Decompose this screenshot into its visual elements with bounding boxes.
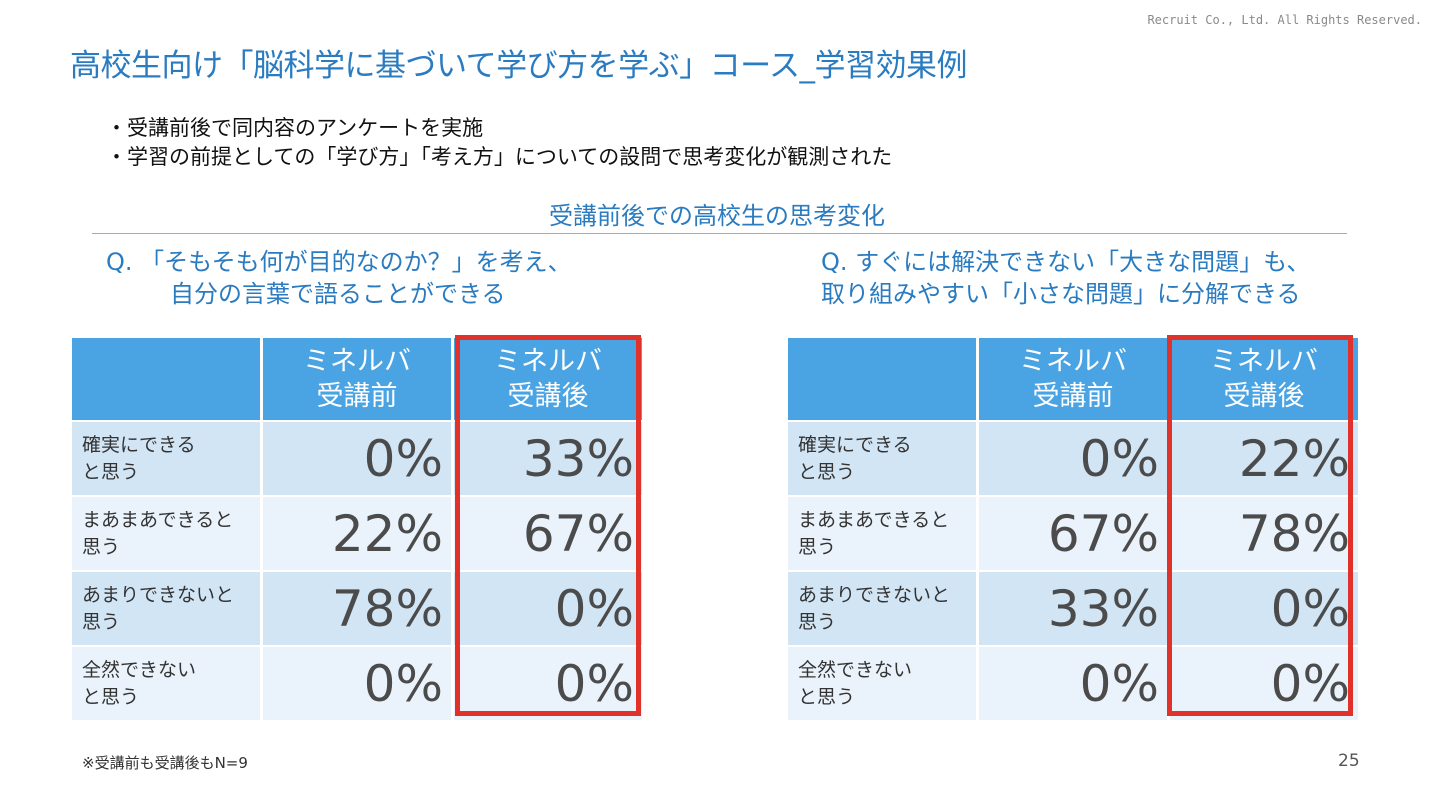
row-label: 確実にできる と思う — [72, 422, 260, 495]
page-number: 25 — [1338, 751, 1360, 771]
header-blank — [788, 338, 976, 420]
header-before-line2: 受講前 — [1032, 381, 1114, 412]
bullet-item: ・学習の前提としての「学び方」「考え方」についての設問で思考変化が観測された — [106, 145, 893, 169]
row-label-line2: と思う — [798, 460, 856, 483]
value-after: 0% — [1170, 647, 1358, 720]
header-before: ミネルバ 受講前 — [263, 338, 451, 420]
section-divider — [92, 233, 1347, 234]
header-before-line2: 受講前 — [316, 381, 398, 412]
row-label-line2: と思う — [82, 685, 140, 708]
results-table-left: ミネルバ 受講前 ミネルバ 受講後 確実にできる と思う 0% 33% まあまあ… — [72, 335, 642, 720]
value-before: 67% — [979, 497, 1167, 570]
row-label: 全然できない と思う — [72, 647, 260, 720]
header-after-line1: ミネルバ — [1210, 346, 1318, 377]
results-table-right: ミネルバ 受講前 ミネルバ 受講後 確実にできる と思う 0% 22% まあまあ… — [788, 335, 1358, 720]
value-before: 0% — [979, 647, 1167, 720]
row-label-line1: 全然できない — [82, 658, 197, 681]
header-before-line1: ミネルバ — [1019, 346, 1127, 377]
header-after-line2: 受講後 — [507, 381, 589, 412]
row-label-line1: 確実にできる — [798, 433, 912, 456]
value-after: 0% — [454, 572, 642, 645]
row-label-line2: 思う — [798, 610, 837, 633]
value-after: 22% — [1170, 422, 1358, 495]
bullet-list: ・受講前後で同内容のアンケートを実施 ・学習の前提としての「学び方」「考え方」に… — [106, 114, 892, 172]
question-left-line2: 自分の言葉で語ることができる — [170, 280, 506, 308]
value-before: 78% — [263, 572, 451, 645]
row-label: 全然できない と思う — [788, 647, 976, 720]
row-label-line1: まあまあできると — [82, 508, 234, 531]
row-label-line2: と思う — [798, 685, 856, 708]
value-after: 0% — [1170, 572, 1358, 645]
value-after: 67% — [454, 497, 642, 570]
row-label: 確実にできる と思う — [788, 422, 976, 495]
value-before: 33% — [979, 572, 1167, 645]
slide-title: 高校生向け「脳科学に基づいて学び方を学ぶ」コース_学習効果例 — [70, 48, 968, 84]
value-before: 0% — [979, 422, 1167, 495]
row-label: まあまあできると 思う — [72, 497, 260, 570]
question-right-line1: Q. すぐには解決できない「大きな問題」も、 — [821, 248, 1311, 276]
question-right-line2: 取り組みやすい「小さな問題」に分解できる — [821, 280, 1301, 308]
header-after-line1: ミネルバ — [494, 346, 602, 377]
question-left: Q. 「そもそも何が目的なのか？」を考え、 自分の言葉で語ることができる — [106, 246, 572, 310]
value-before: 22% — [263, 497, 451, 570]
row-label-line2: 思う — [798, 535, 837, 558]
row-label-line1: あまりできないと — [798, 583, 951, 606]
question-left-line1: Q. 「そもそも何が目的なのか？」を考え、 — [106, 248, 572, 276]
header-after-line2: 受講後 — [1223, 381, 1305, 412]
row-label-line1: まあまあできると — [798, 508, 950, 531]
row-label-line1: 全然できない — [798, 658, 913, 681]
value-before: 0% — [263, 647, 451, 720]
value-after: 0% — [454, 647, 642, 720]
header-after: ミネルバ 受講後 — [454, 338, 642, 420]
row-label: あまりできないと 思う — [788, 572, 976, 645]
value-after: 78% — [1170, 497, 1358, 570]
row-label-line2: 思う — [82, 535, 121, 558]
footnote: ※受講前も受講後もN=9 — [82, 754, 248, 772]
value-before: 0% — [263, 422, 451, 495]
question-right: Q. すぐには解決できない「大きな問題」も、 取り組みやすい「小さな問題」に分解… — [821, 246, 1310, 310]
row-label-line1: 確実にできる — [82, 433, 196, 456]
row-label: あまりできないと 思う — [72, 572, 260, 645]
header-before-line1: ミネルバ — [303, 346, 411, 377]
bullet-item: ・受講前後で同内容のアンケートを実施 — [106, 116, 484, 140]
header-after: ミネルバ 受講後 — [1170, 338, 1358, 420]
value-after: 33% — [454, 422, 642, 495]
row-label-line1: あまりできないと — [82, 583, 235, 606]
row-label-line2: と思う — [82, 460, 140, 483]
row-label: まあまあできると 思う — [788, 497, 976, 570]
copyright-notice: Recruit Co., Ltd. All Rights Reserved. — [1147, 13, 1422, 27]
header-before: ミネルバ 受講前 — [979, 338, 1167, 420]
header-blank — [72, 338, 260, 420]
row-label-line2: 思う — [82, 610, 121, 633]
section-title: 受講前後での高校生の思考変化 — [549, 202, 885, 230]
